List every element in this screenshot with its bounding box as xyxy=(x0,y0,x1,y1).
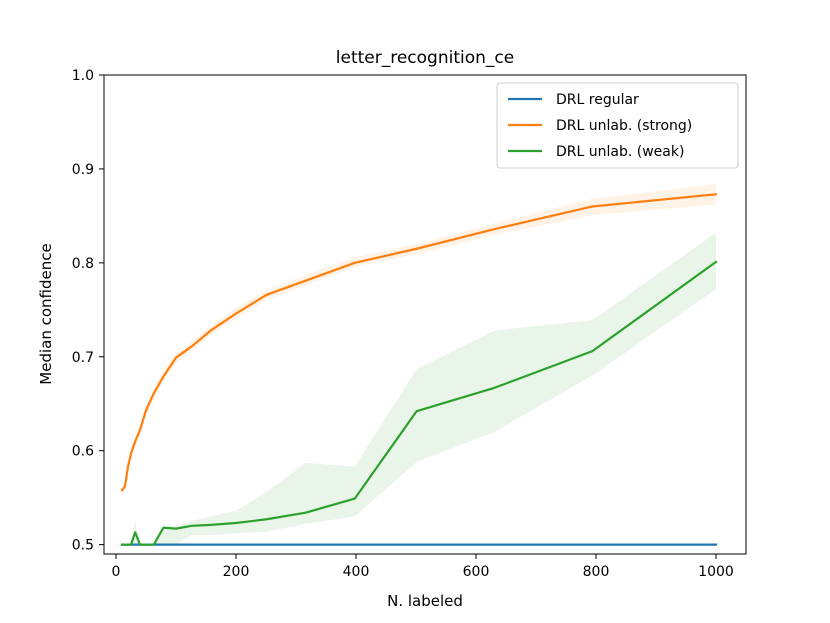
y-axis-label: Median confidence xyxy=(37,243,55,384)
x-tick-label: 200 xyxy=(223,564,250,580)
legend: DRL regular DRL unlab. (strong) DRL unlab.… xyxy=(496,82,739,169)
chart-title: letter_recognition_ce xyxy=(336,48,514,68)
x-tick-label: 800 xyxy=(583,564,610,580)
y-tick-label: 1.0 xyxy=(72,68,94,84)
series-1-band xyxy=(122,183,716,495)
x-tick-label: 1000 xyxy=(698,564,734,580)
y-tick-label: 0.7 xyxy=(72,350,94,366)
legend-label-2: DRL unlab. (weak) xyxy=(556,144,684,160)
x-tick-label: 400 xyxy=(343,564,370,580)
series-1-line xyxy=(120,193,718,492)
legend-box xyxy=(496,82,739,169)
plot-frame xyxy=(103,74,747,555)
y-tick-label: 0.6 xyxy=(72,444,94,460)
plot-area xyxy=(120,183,718,546)
x-tick-label: 0 xyxy=(112,564,121,580)
x-tick-label: 600 xyxy=(463,564,490,580)
series-2-band xyxy=(122,232,716,545)
y-tick-label: 0.5 xyxy=(72,538,94,554)
y-tick-label: 0.8 xyxy=(72,256,94,272)
x-axis-label: N. labeled xyxy=(387,592,463,610)
series-2-line xyxy=(120,260,718,546)
x-axis-ticks: 0 200 400 600 800 1000 xyxy=(112,554,734,580)
legend-label-1: DRL unlab. (strong) xyxy=(556,118,692,134)
legend-label-0: DRL regular xyxy=(556,92,639,108)
y-tick-label: 0.9 xyxy=(72,162,94,178)
y-axis-ticks: 0.5 0.6 0.7 0.8 0.9 1.0 xyxy=(72,68,104,554)
